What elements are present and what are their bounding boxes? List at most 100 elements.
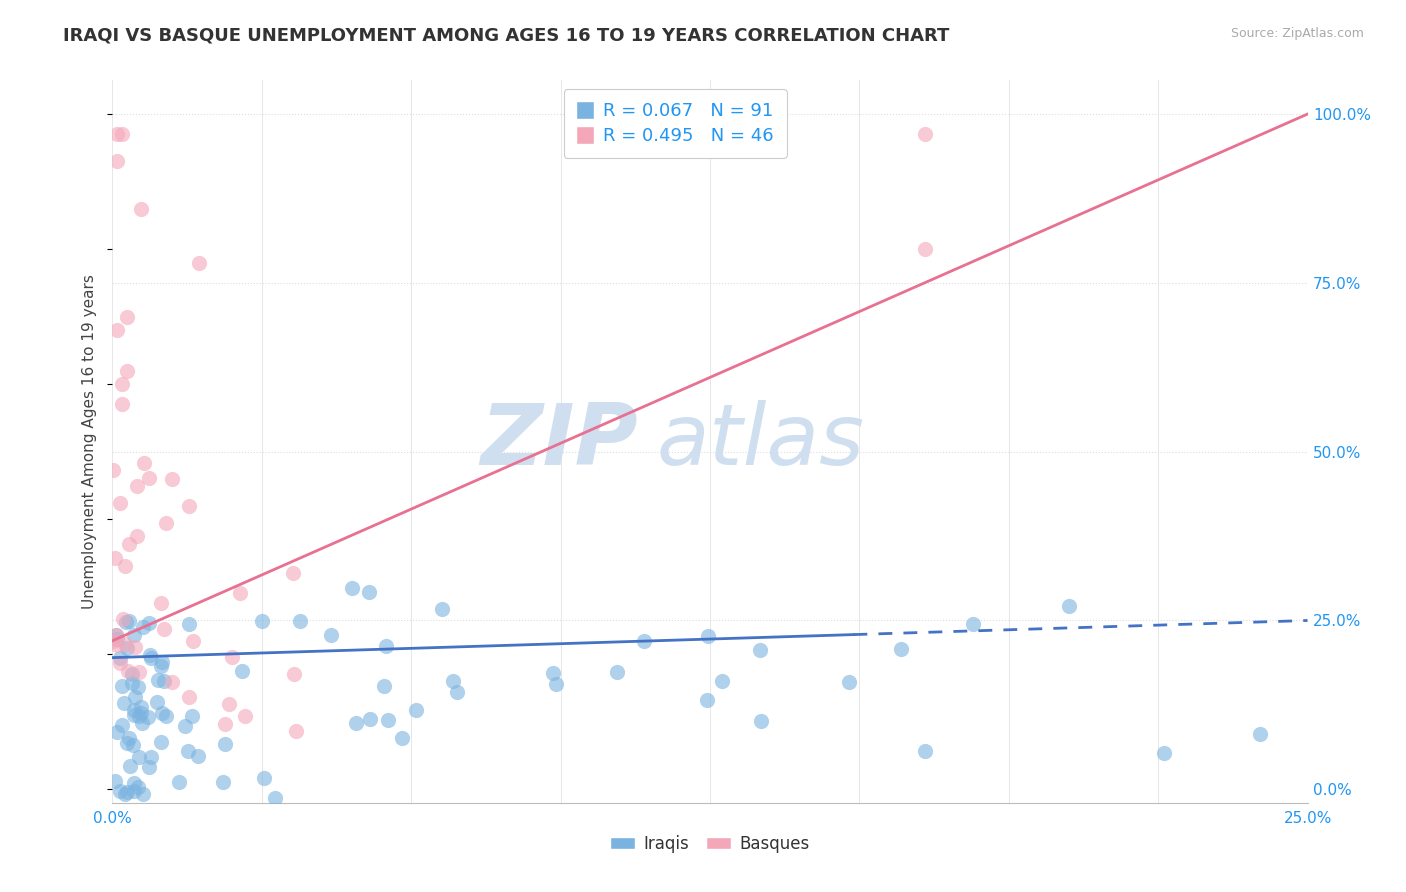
Text: Source: ZipAtlas.com: Source: ZipAtlas.com <box>1230 27 1364 40</box>
Point <box>115 736 138 750</box>
Point <box>118 759 141 773</box>
Point <box>838 675 860 690</box>
Point <box>117 537 139 551</box>
Point <box>211 775 233 789</box>
Point <box>122 707 145 722</box>
Point <box>377 714 399 728</box>
Point <box>150 735 173 749</box>
Point <box>117 641 139 656</box>
Point <box>231 664 253 678</box>
Point <box>105 632 128 647</box>
Point <box>711 674 734 689</box>
Point <box>127 681 149 695</box>
Point <box>105 323 128 337</box>
Point <box>121 667 143 681</box>
Point <box>152 655 174 669</box>
Point <box>111 397 134 411</box>
Point <box>111 679 134 693</box>
Point <box>229 585 252 599</box>
Point <box>129 706 152 720</box>
Point <box>122 739 145 753</box>
Point <box>214 737 236 751</box>
Point <box>155 709 177 723</box>
Point <box>122 776 145 790</box>
Point <box>430 602 453 616</box>
Text: atlas: atlas <box>657 400 865 483</box>
Point <box>150 659 173 673</box>
Point <box>129 202 152 216</box>
Point <box>108 783 131 797</box>
Point <box>111 128 134 142</box>
Point <box>127 780 149 795</box>
Point <box>105 128 128 142</box>
Point <box>115 785 138 799</box>
Point <box>359 585 381 599</box>
Point <box>114 558 136 573</box>
Point <box>125 529 148 543</box>
Point <box>233 709 256 723</box>
Point <box>128 749 150 764</box>
Point <box>177 690 200 705</box>
Point <box>252 771 274 785</box>
Point <box>108 650 131 665</box>
Point <box>543 665 565 680</box>
Point <box>696 629 718 643</box>
Point <box>124 640 146 654</box>
Point <box>104 550 127 565</box>
Point <box>375 639 398 653</box>
Point <box>125 479 148 493</box>
Point <box>890 641 912 656</box>
Point <box>446 685 468 699</box>
Point <box>288 614 311 628</box>
Point <box>319 628 342 642</box>
Point <box>1153 746 1175 760</box>
Point <box>221 650 243 665</box>
Point <box>1249 727 1271 741</box>
Point <box>914 128 936 142</box>
Point <box>131 716 153 731</box>
Point <box>139 651 162 665</box>
Point <box>139 750 162 764</box>
Point <box>441 673 464 688</box>
Point <box>149 596 172 610</box>
Point <box>124 690 146 704</box>
Point <box>131 620 153 634</box>
Point <box>155 516 177 530</box>
Point <box>749 714 772 728</box>
Point <box>218 697 240 711</box>
Point <box>173 719 195 733</box>
Point <box>117 664 139 678</box>
Point <box>263 791 285 805</box>
Point <box>138 471 160 485</box>
Point <box>132 457 155 471</box>
Point <box>108 656 131 670</box>
Point <box>405 703 427 717</box>
Point <box>114 787 136 801</box>
Point <box>112 696 135 710</box>
Point <box>914 744 936 758</box>
Point <box>696 693 718 707</box>
Point <box>373 679 395 693</box>
Point <box>101 463 124 477</box>
Point <box>121 675 143 690</box>
Point <box>117 731 139 746</box>
Text: ZIP: ZIP <box>481 400 638 483</box>
Point <box>391 731 413 745</box>
Point <box>138 760 160 774</box>
Point <box>181 708 204 723</box>
Point <box>160 473 183 487</box>
Point <box>160 675 183 690</box>
Point <box>152 622 174 636</box>
Point <box>914 242 936 256</box>
Point <box>544 677 567 691</box>
Point <box>179 617 201 632</box>
Point <box>748 642 770 657</box>
Point <box>115 364 138 378</box>
Point <box>146 673 169 687</box>
Point <box>122 702 145 716</box>
Point <box>131 699 153 714</box>
Point <box>344 716 367 731</box>
Point <box>177 744 200 758</box>
Point <box>169 775 191 789</box>
Point <box>117 614 139 628</box>
